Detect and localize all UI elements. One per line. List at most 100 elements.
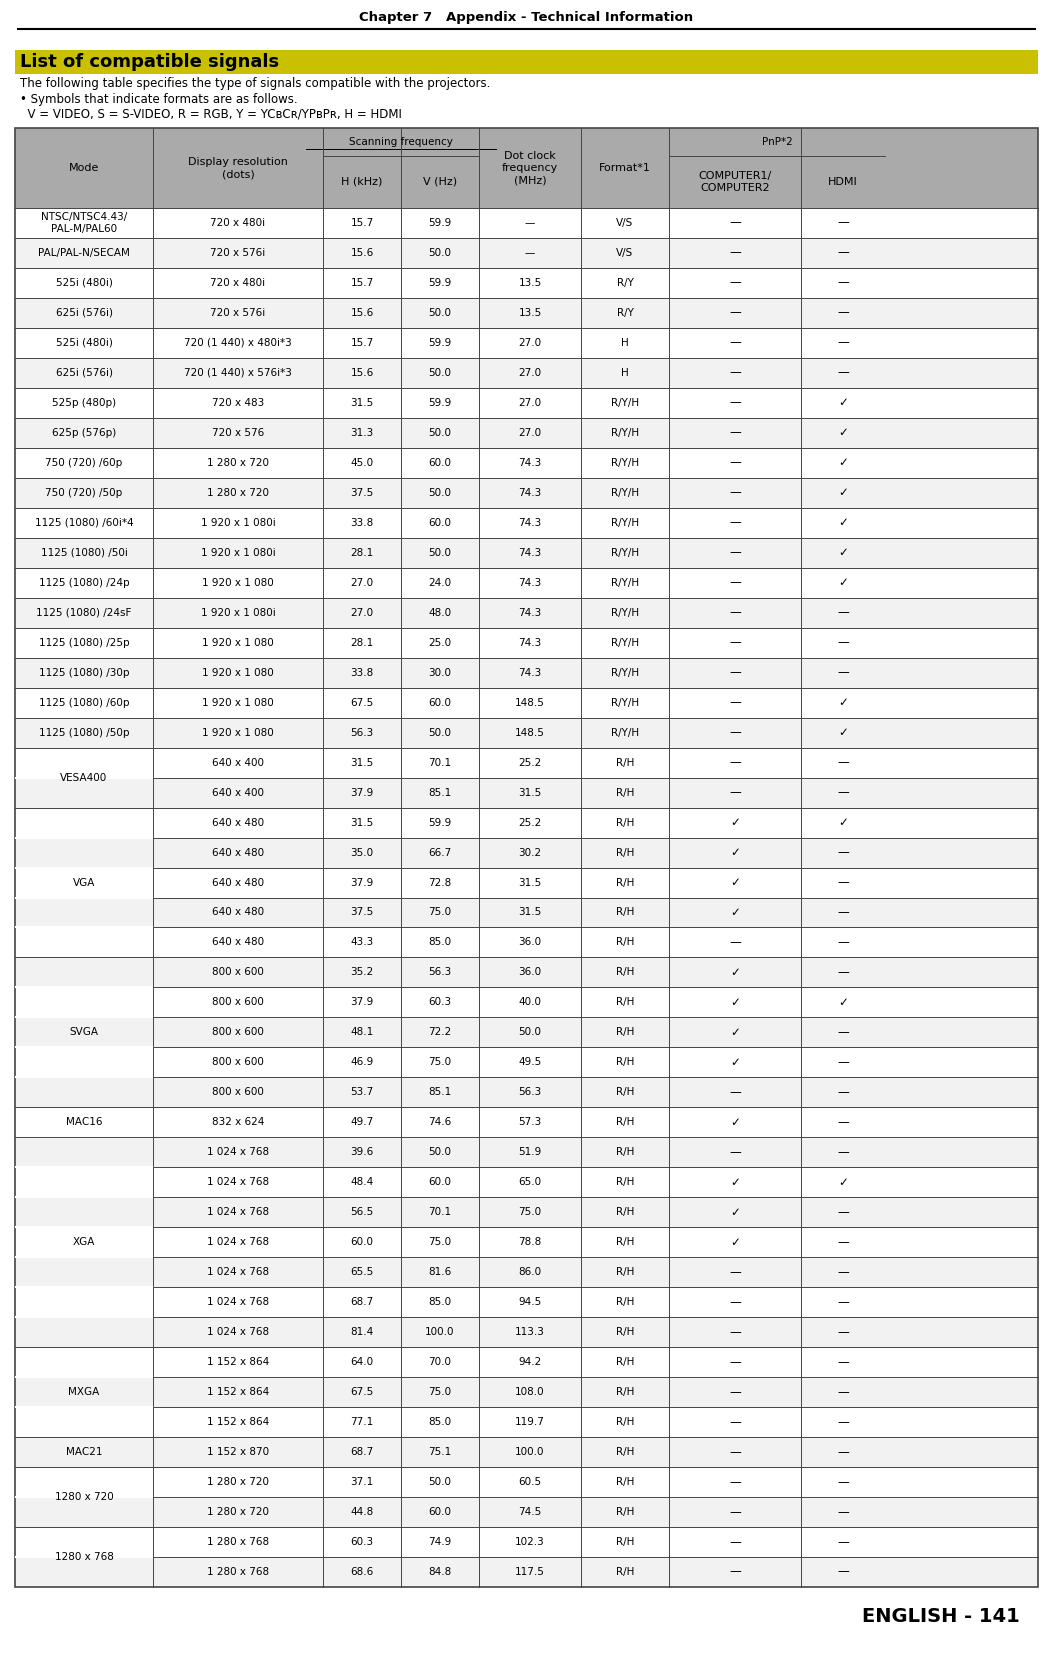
Text: V/S: V/S: [616, 218, 634, 228]
Text: MXGA: MXGA: [68, 1387, 100, 1397]
Text: 49.7: 49.7: [351, 1117, 374, 1127]
Text: 800 x 600: 800 x 600: [212, 1028, 264, 1038]
Text: R/H: R/H: [616, 788, 634, 798]
Text: V = VIDEO, S = S-VIDEO, R = RGB, Y = YCʙCʀ/YPʙPʀ, H = HDMI: V = VIDEO, S = S-VIDEO, R = RGB, Y = YCʙ…: [20, 108, 402, 121]
Text: ✓: ✓: [730, 1175, 740, 1188]
Text: NTSC/NTSC4.43/
PAL-M/PAL60: NTSC/NTSC4.43/ PAL-M/PAL60: [41, 212, 127, 235]
Bar: [15, 778, 1038, 808]
Text: 50.0: 50.0: [429, 1147, 452, 1157]
Text: 640 x 400: 640 x 400: [212, 758, 264, 768]
Text: —: —: [837, 1206, 849, 1218]
Text: 74.5: 74.5: [518, 1508, 541, 1518]
Text: PAL/PAL-N/SECAM: PAL/PAL-N/SECAM: [38, 248, 130, 258]
Bar: [15, 508, 1038, 538]
Bar: [15, 478, 1038, 508]
Text: 27.0: 27.0: [351, 578, 374, 588]
Text: 68.7: 68.7: [351, 1446, 374, 1456]
Text: R/H: R/H: [616, 1206, 634, 1218]
Text: 1 152 x 864: 1 152 x 864: [206, 1417, 270, 1427]
Text: 119.7: 119.7: [515, 1417, 545, 1427]
Text: R/Y/H: R/Y/H: [611, 578, 639, 588]
Text: R/H: R/H: [616, 877, 634, 887]
Text: 74.3: 74.3: [518, 488, 541, 498]
Text: H: H: [621, 367, 629, 377]
Text: 1125 (1080) /60i*4: 1125 (1080) /60i*4: [35, 518, 134, 528]
Text: —: —: [837, 276, 849, 290]
Text: 1280 x 768: 1280 x 768: [55, 1552, 114, 1562]
Text: R/H: R/H: [616, 1327, 634, 1337]
Text: R/H: R/H: [616, 1117, 634, 1127]
Text: 53.7: 53.7: [351, 1087, 374, 1097]
Bar: [15, 1498, 1038, 1528]
Text: 60.3: 60.3: [351, 1537, 374, 1547]
Text: 15.7: 15.7: [351, 278, 374, 288]
Text: 50.0: 50.0: [429, 1476, 452, 1488]
Text: 36.0: 36.0: [518, 968, 541, 978]
Bar: [15, 238, 1038, 268]
Text: 720 x 576i: 720 x 576i: [211, 248, 265, 258]
Text: R/H: R/H: [616, 1446, 634, 1456]
Bar: [15, 988, 1038, 1018]
Text: 66.7: 66.7: [429, 847, 452, 857]
Text: 108.0: 108.0: [515, 1387, 544, 1397]
Bar: [15, 687, 1038, 718]
Text: 1125 (1080) /50i: 1125 (1080) /50i: [41, 548, 127, 558]
Text: R/H: R/H: [616, 1087, 634, 1097]
Text: 800 x 600: 800 x 600: [212, 1058, 264, 1067]
Text: Mode: Mode: [68, 162, 99, 174]
Text: 100.0: 100.0: [425, 1327, 455, 1337]
Text: R/Y/H: R/Y/H: [611, 429, 639, 439]
Text: 67.5: 67.5: [351, 1387, 374, 1397]
Text: ✓: ✓: [838, 546, 848, 559]
Bar: [15, 1167, 1038, 1197]
Text: 50.0: 50.0: [429, 308, 452, 318]
Bar: [15, 748, 1038, 778]
Text: 33.8: 33.8: [351, 518, 374, 528]
Text: R/H: R/H: [616, 1268, 634, 1278]
Text: 94.2: 94.2: [518, 1357, 541, 1367]
Text: 1125 (1080) /25p: 1125 (1080) /25p: [39, 637, 130, 647]
Text: 1 024 x 768: 1 024 x 768: [207, 1147, 270, 1157]
Text: 74.9: 74.9: [429, 1537, 452, 1547]
Text: ✓: ✓: [730, 1056, 740, 1069]
Text: R/Y/H: R/Y/H: [611, 458, 639, 468]
Text: 800 x 600: 800 x 600: [212, 1087, 264, 1097]
Text: —: —: [729, 1326, 741, 1339]
Text: 48.4: 48.4: [351, 1177, 374, 1187]
Text: 27.0: 27.0: [351, 607, 374, 617]
Bar: [15, 1258, 1038, 1288]
Text: R/H: R/H: [616, 907, 634, 917]
Text: MAC21: MAC21: [65, 1446, 102, 1456]
Bar: [15, 1018, 1038, 1048]
Text: 57.3: 57.3: [518, 1117, 541, 1127]
Text: —: —: [729, 937, 741, 948]
Text: 75.0: 75.0: [518, 1206, 541, 1218]
Text: Dot clock
frequency
(MHz): Dot clock frequency (MHz): [502, 151, 558, 185]
Text: ✓: ✓: [730, 1236, 740, 1250]
Text: 56.3: 56.3: [351, 728, 374, 738]
Text: 56.3: 56.3: [518, 1087, 541, 1097]
Text: 31.5: 31.5: [518, 877, 541, 887]
Text: 50.0: 50.0: [429, 248, 452, 258]
Text: 1 280 x 768: 1 280 x 768: [207, 1567, 270, 1577]
Text: —: —: [837, 1385, 849, 1398]
Text: 48.0: 48.0: [429, 607, 452, 617]
Text: ✓: ✓: [838, 1175, 848, 1188]
Text: 43.3: 43.3: [351, 937, 374, 947]
Text: ✓: ✓: [730, 1206, 740, 1218]
Text: 70.1: 70.1: [429, 1206, 452, 1218]
Text: 1125 (1080) /30p: 1125 (1080) /30p: [39, 667, 130, 677]
Text: 31.5: 31.5: [351, 818, 374, 828]
Text: 525p (480p): 525p (480p): [52, 397, 116, 407]
Text: —: —: [729, 1476, 741, 1488]
Bar: [15, 597, 1038, 627]
Text: 60.0: 60.0: [351, 1238, 374, 1248]
Text: —: —: [837, 786, 849, 799]
Bar: [15, 1107, 1038, 1137]
Text: R/H: R/H: [616, 1177, 634, 1187]
Text: 25.2: 25.2: [518, 818, 541, 828]
Text: R/H: R/H: [616, 1298, 634, 1307]
Text: 1125 (1080) /24p: 1125 (1080) /24p: [39, 578, 130, 588]
Bar: [15, 1437, 1038, 1466]
Text: 1 024 x 768: 1 024 x 768: [207, 1206, 270, 1218]
